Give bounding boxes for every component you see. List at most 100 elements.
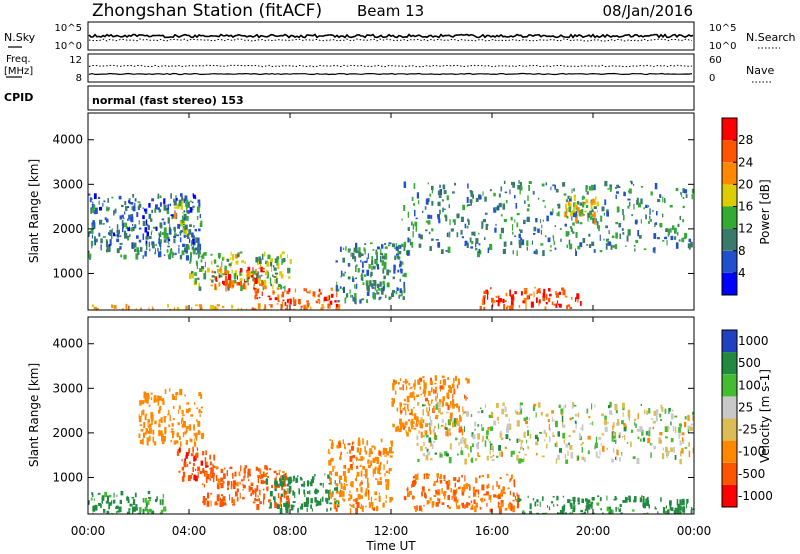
heatmap-cell bbox=[267, 476, 269, 478]
heatmap-cell bbox=[619, 233, 622, 239]
heatmap-cell bbox=[511, 474, 513, 479]
heatmap-cell bbox=[551, 410, 554, 414]
heatmap-cell bbox=[258, 256, 261, 262]
heatmap-cell bbox=[431, 399, 433, 404]
heatmap-cell bbox=[164, 232, 167, 239]
heatmap-cell bbox=[511, 304, 514, 310]
heatmap-cell bbox=[556, 504, 559, 506]
heatmap-cell bbox=[342, 257, 345, 263]
heatmap-cell bbox=[566, 244, 569, 248]
heatmap-cell bbox=[363, 247, 365, 252]
heatmap-cell bbox=[500, 492, 502, 499]
heatmap-cell bbox=[481, 475, 484, 477]
heatmap-cell bbox=[175, 197, 178, 201]
heatmap-cell bbox=[487, 483, 490, 488]
heatmap-cell bbox=[412, 480, 415, 487]
heatmap-cell bbox=[349, 503, 351, 506]
heatmap-cell bbox=[520, 446, 522, 450]
heatmap-cell bbox=[377, 480, 380, 485]
heatmap-cell bbox=[481, 497, 484, 503]
heatmap-cell bbox=[463, 426, 465, 433]
heatmap-cell bbox=[570, 210, 573, 217]
heatmap-cell bbox=[459, 486, 461, 490]
heatmap-cell bbox=[488, 414, 492, 418]
heatmap-cell bbox=[447, 430, 449, 437]
heatmap-cell bbox=[633, 204, 635, 210]
heatmap-cell bbox=[246, 277, 249, 283]
heatmap-cell bbox=[255, 269, 257, 276]
heatmap-cell bbox=[197, 254, 200, 259]
heatmap-cell bbox=[529, 503, 532, 510]
heatmap-cell bbox=[168, 242, 170, 245]
heatmap-cell bbox=[158, 232, 162, 236]
heatmap-cell bbox=[466, 225, 469, 229]
heatmap-cell bbox=[328, 460, 332, 466]
heatmap-cell bbox=[109, 494, 112, 498]
heatmap-cell bbox=[581, 498, 584, 503]
heatmap-cell bbox=[359, 483, 362, 487]
heatmap-cell bbox=[573, 208, 575, 213]
heatmap-cell bbox=[450, 415, 453, 422]
heatmap-cell bbox=[134, 198, 137, 202]
heatmap-cell bbox=[246, 270, 250, 278]
nsearch-tick-top: 10^5 bbox=[709, 23, 736, 34]
heatmap-cell bbox=[604, 199, 607, 206]
heatmap-cell bbox=[542, 296, 546, 302]
heatmap-cell bbox=[551, 501, 554, 504]
colorbar-swatch bbox=[722, 228, 737, 251]
heatmap-cell bbox=[385, 483, 388, 489]
heatmap-cell bbox=[200, 307, 202, 310]
heatmap-cell bbox=[270, 283, 272, 287]
heatmap-cell bbox=[354, 478, 357, 481]
heatmap-cell bbox=[425, 220, 429, 223]
heatmap-cell bbox=[265, 262, 267, 265]
heatmap-cell bbox=[93, 210, 96, 215]
heatmap-cell bbox=[479, 306, 482, 310]
heatmap-cell bbox=[160, 250, 162, 257]
heatmap-cell bbox=[306, 507, 308, 512]
heatmap-cell bbox=[412, 223, 414, 230]
heatmap-cell bbox=[221, 494, 224, 497]
heatmap-cell bbox=[591, 241, 595, 246]
heatmap-cell bbox=[498, 445, 501, 451]
heatmap-cell bbox=[367, 482, 370, 489]
heatmap-cell bbox=[555, 458, 558, 464]
heatmap-cell bbox=[257, 495, 259, 498]
heatmap-cell bbox=[220, 468, 224, 474]
heatmap-cell bbox=[497, 421, 500, 424]
heatmap-cell bbox=[265, 479, 268, 483]
nave-trace bbox=[88, 64, 693, 68]
heatmap-cell bbox=[178, 447, 181, 453]
heatmap-cell bbox=[666, 454, 668, 459]
heatmap-cell bbox=[306, 300, 309, 303]
heatmap-cell bbox=[242, 283, 246, 290]
heatmap-cell bbox=[179, 237, 182, 243]
heatmap-cell bbox=[194, 432, 197, 439]
heatmap-cell bbox=[311, 476, 315, 480]
heatmap-cell bbox=[679, 511, 682, 514]
heatmap-cell bbox=[122, 227, 124, 233]
heatmap-cell bbox=[519, 404, 522, 411]
heatmap-cell bbox=[248, 485, 251, 492]
heatmap-cell bbox=[470, 190, 474, 196]
heatmap-cell bbox=[189, 438, 192, 442]
heatmap-cell bbox=[532, 405, 536, 411]
heatmap-cell bbox=[255, 292, 258, 297]
heatmap-cell bbox=[213, 476, 215, 483]
heatmap-cell bbox=[371, 287, 375, 289]
heatmap-cell bbox=[239, 267, 243, 270]
heatmap-cell bbox=[415, 423, 419, 427]
heatmap-cell bbox=[279, 480, 282, 487]
heatmap-cell bbox=[437, 497, 439, 502]
heatmap-cell bbox=[404, 378, 407, 385]
heatmap-cell bbox=[250, 275, 254, 278]
colorbar-swatch bbox=[722, 330, 737, 353]
heatmap-cell bbox=[107, 198, 109, 203]
heatmap-cell bbox=[161, 437, 164, 440]
heatmap-cell bbox=[327, 295, 330, 301]
heatmap-cell bbox=[534, 286, 536, 289]
heatmap-cell bbox=[442, 379, 446, 386]
heatmap-cell bbox=[348, 493, 351, 496]
heatmap-cell bbox=[161, 430, 163, 435]
heatmap-cell bbox=[266, 472, 268, 475]
